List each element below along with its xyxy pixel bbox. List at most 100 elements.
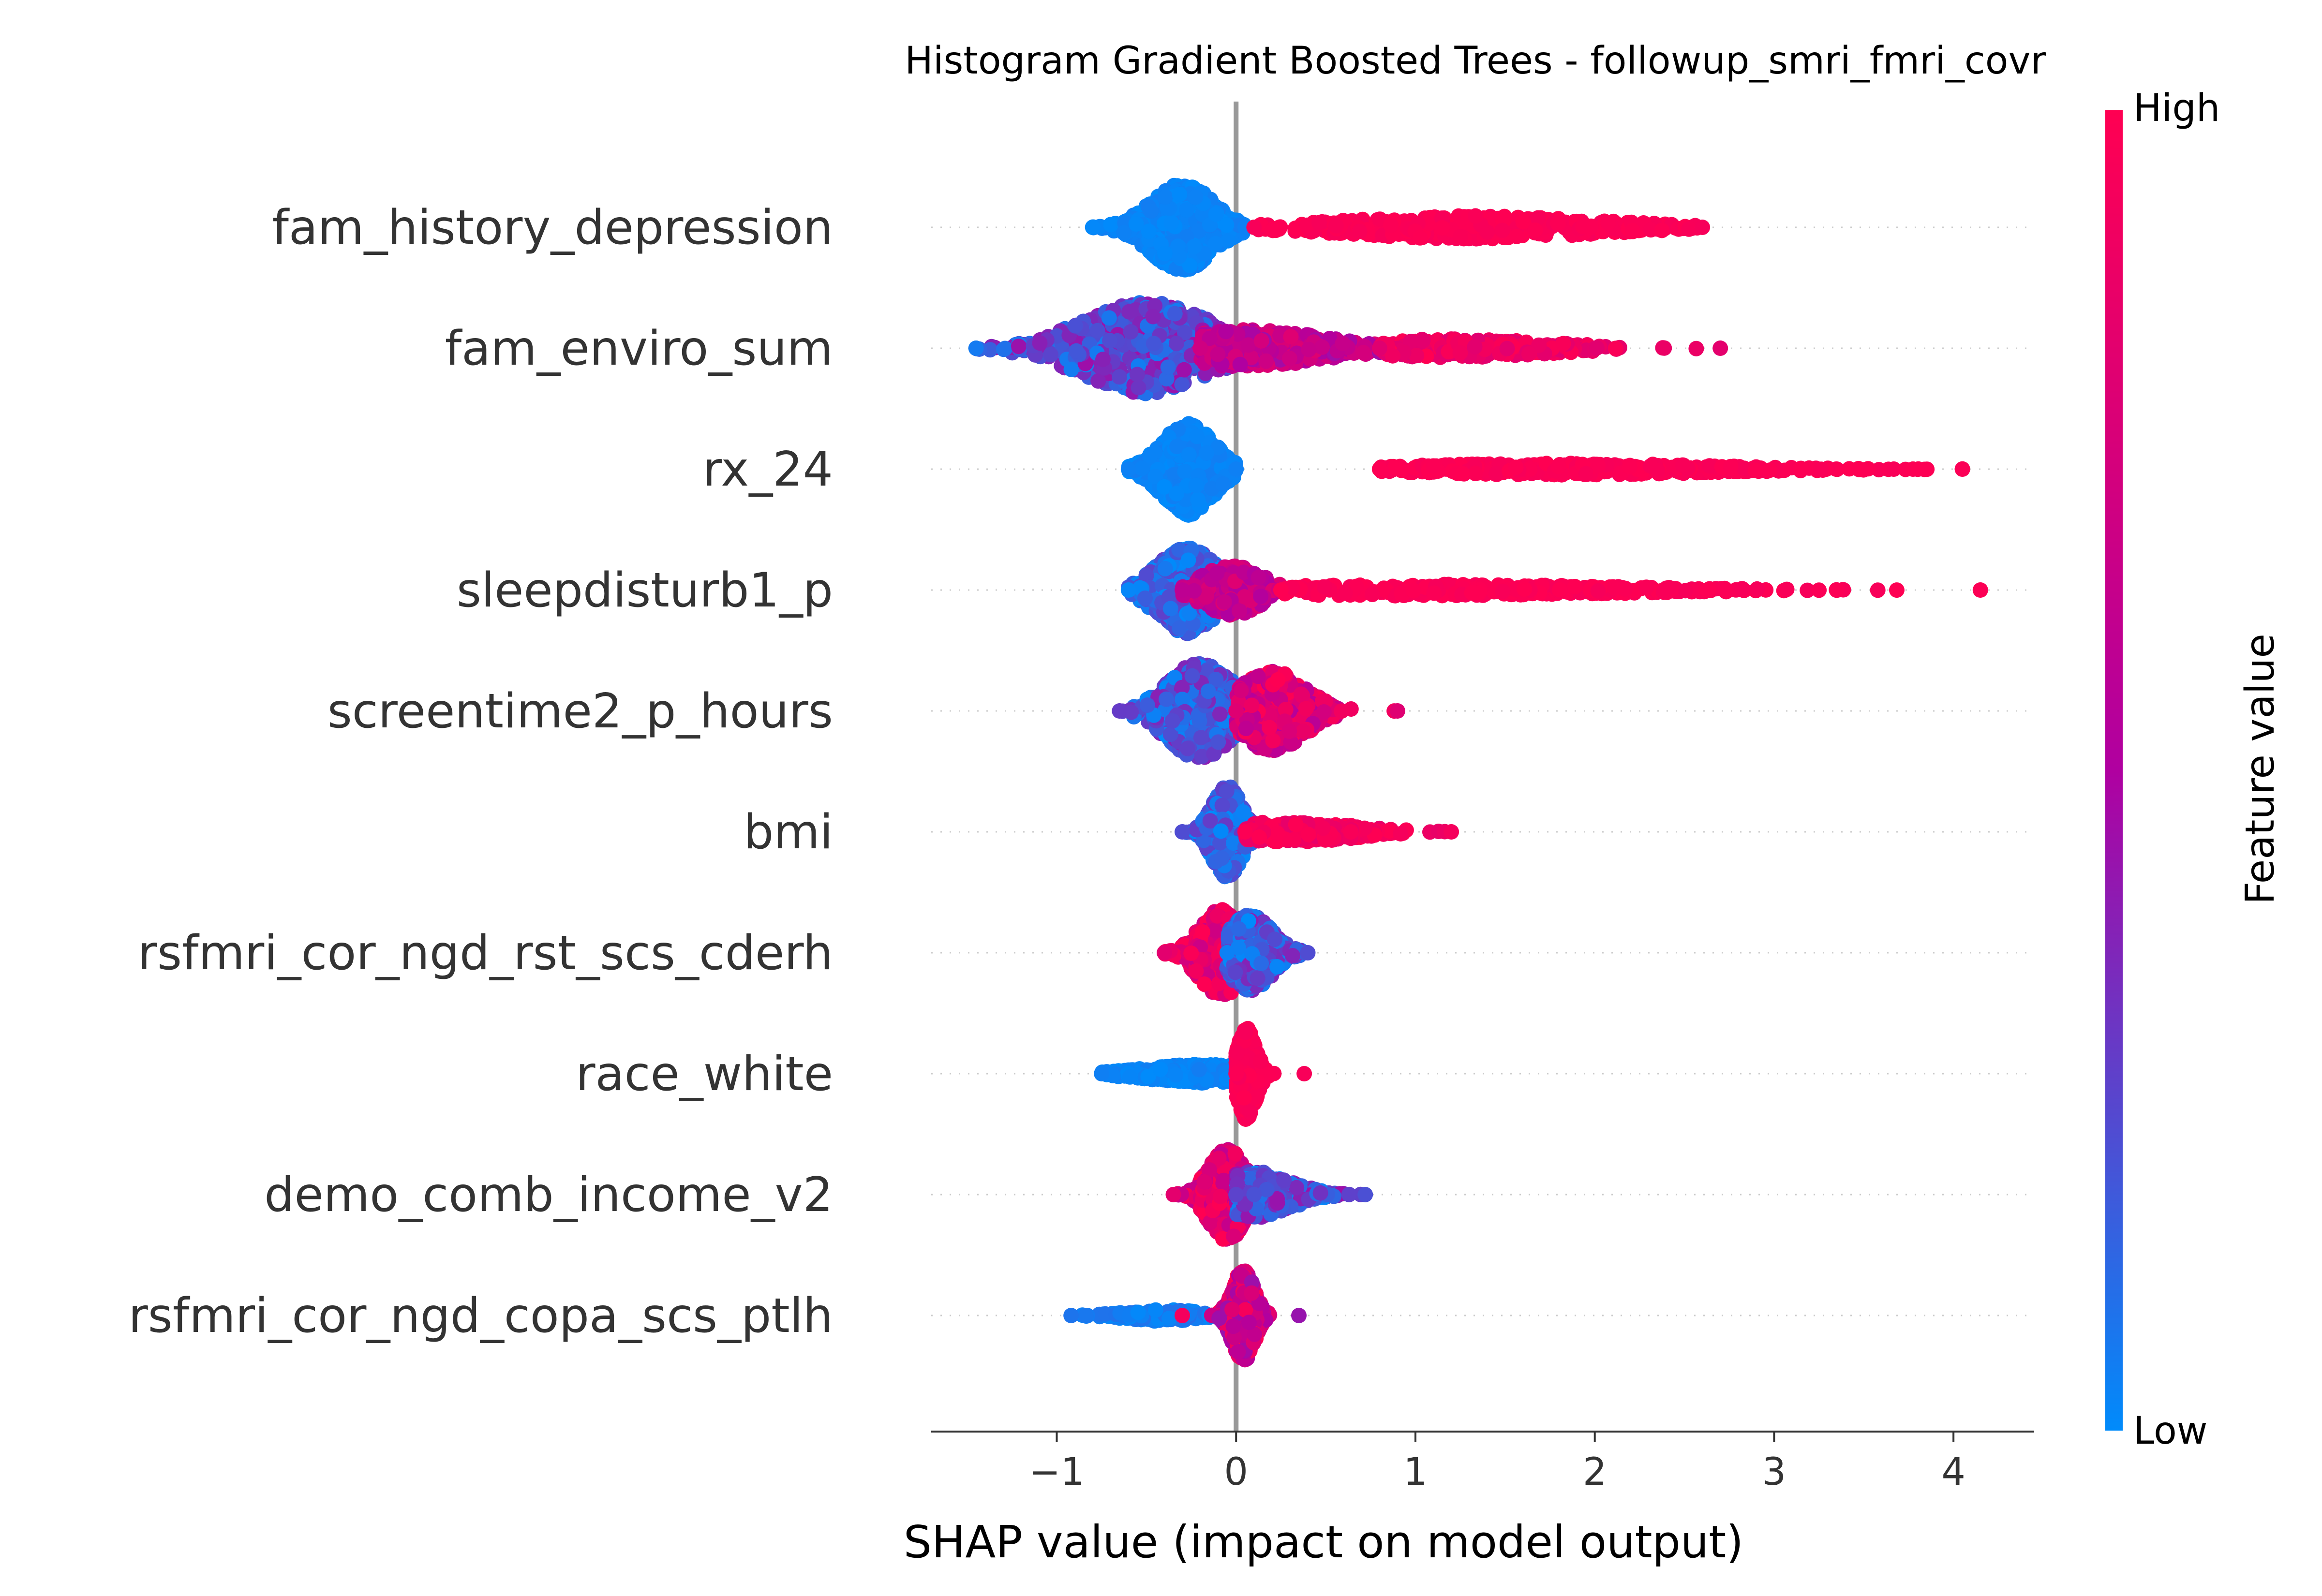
- shap-point: [1829, 582, 1845, 598]
- shap-point: [1734, 581, 1750, 597]
- shap-point: [1749, 581, 1765, 597]
- shap-point: [1384, 348, 1400, 364]
- shap-point: [1172, 186, 1188, 202]
- shap-point: [1811, 582, 1827, 598]
- shap-point: [1364, 587, 1380, 603]
- shap-point: [1159, 371, 1175, 387]
- shap-point: [1231, 603, 1247, 619]
- shap-point: [1551, 582, 1567, 598]
- shap-point: [1643, 458, 1659, 474]
- shap-point: [1236, 589, 1252, 605]
- shap-point: [1145, 309, 1161, 325]
- shap-point: [1311, 215, 1327, 231]
- shap-point: [1069, 343, 1084, 359]
- shap-point: [1089, 323, 1105, 339]
- shap-point: [1675, 457, 1691, 473]
- shap-point: [1134, 460, 1150, 476]
- shap-point: [1200, 683, 1216, 699]
- shap-point: [1464, 585, 1480, 601]
- shap-point: [1452, 229, 1468, 245]
- shap-point: [996, 341, 1012, 357]
- shap-point: [1219, 217, 1235, 233]
- shap-point: [1218, 324, 1234, 340]
- shap-point: [1063, 361, 1079, 377]
- shap-point: [1575, 219, 1591, 235]
- shap-point: [1164, 713, 1180, 729]
- shap-point: [1625, 223, 1640, 239]
- shap-point: [1695, 220, 1711, 235]
- shap-point: [1175, 582, 1190, 598]
- shap-point: [1870, 582, 1886, 598]
- shap-point: [1425, 458, 1441, 474]
- shap-point: [1661, 580, 1677, 595]
- shap-point: [1317, 579, 1332, 595]
- shap-point: [1123, 324, 1139, 340]
- shap-point: [1578, 466, 1594, 482]
- shap-point: [1177, 325, 1192, 340]
- shap-point: [1163, 215, 1179, 231]
- shap-point: [1176, 362, 1192, 378]
- shap-point: [1129, 367, 1145, 383]
- shap-point: [1192, 340, 1208, 356]
- shap-point: [1550, 215, 1566, 231]
- shap-point: [1198, 445, 1214, 461]
- shap-point: [1228, 461, 1244, 477]
- shap-point: [1495, 583, 1511, 599]
- shap-point: [1212, 706, 1228, 722]
- shap-point: [1355, 345, 1371, 361]
- shap-point: [1184, 668, 1200, 684]
- shap-point: [1253, 333, 1269, 349]
- shap-point: [1515, 214, 1531, 230]
- shap-point: [1643, 222, 1659, 238]
- shap-point: [1189, 429, 1205, 444]
- shap-point: [1180, 552, 1196, 568]
- shap-point: [1301, 341, 1317, 357]
- shap-point: [1590, 583, 1606, 599]
- shap-point: [1207, 236, 1223, 251]
- shap-point: [1143, 203, 1159, 219]
- shap-point: [1281, 351, 1297, 367]
- shap-point: [1209, 565, 1225, 581]
- shap-point: [1521, 346, 1537, 362]
- shap-point: [1299, 217, 1315, 233]
- shap-point: [1468, 208, 1484, 224]
- shap-point: [1181, 447, 1197, 462]
- shap-point: [1215, 476, 1231, 492]
- row-guides: [931, 226, 2034, 1316]
- shap-point: [1103, 217, 1119, 233]
- shap-point: [1454, 466, 1470, 482]
- shap-point: [1622, 458, 1637, 474]
- shap-point: [1168, 336, 1184, 352]
- shap-point: [1112, 369, 1128, 385]
- shap-point: [1813, 461, 1829, 477]
- shap-point: [1188, 477, 1204, 493]
- shap-point: [1179, 202, 1194, 218]
- shap-point: [1067, 318, 1083, 334]
- shap-point: [1265, 222, 1281, 238]
- shap-point: [1793, 460, 1809, 476]
- shap-point: [1954, 461, 1970, 477]
- shap-point: [1146, 336, 1161, 352]
- shap-point: [1910, 461, 1926, 477]
- shap-point: [1723, 458, 1739, 474]
- shap-point: [1240, 337, 1256, 353]
- shap-point: [1860, 461, 1876, 477]
- shap-point: [1112, 703, 1128, 719]
- shap-point: [1167, 306, 1183, 322]
- shap-point: [1600, 215, 1616, 231]
- shap-point: [1095, 352, 1111, 368]
- shap-point: [1208, 206, 1224, 222]
- shap-point: [1328, 218, 1344, 234]
- shap-point: [1509, 228, 1525, 244]
- shap-point: [1273, 582, 1289, 598]
- shap-point: [1421, 215, 1437, 231]
- shap-point: [1589, 340, 1605, 356]
- shap-point: [1188, 189, 1204, 205]
- shap-point: [1043, 347, 1059, 363]
- shap-point: [1210, 734, 1226, 750]
- shap-point: [1258, 353, 1274, 369]
- shap-point: [1889, 582, 1905, 598]
- shap-point: [1253, 589, 1269, 605]
- shap-point: [1337, 585, 1353, 601]
